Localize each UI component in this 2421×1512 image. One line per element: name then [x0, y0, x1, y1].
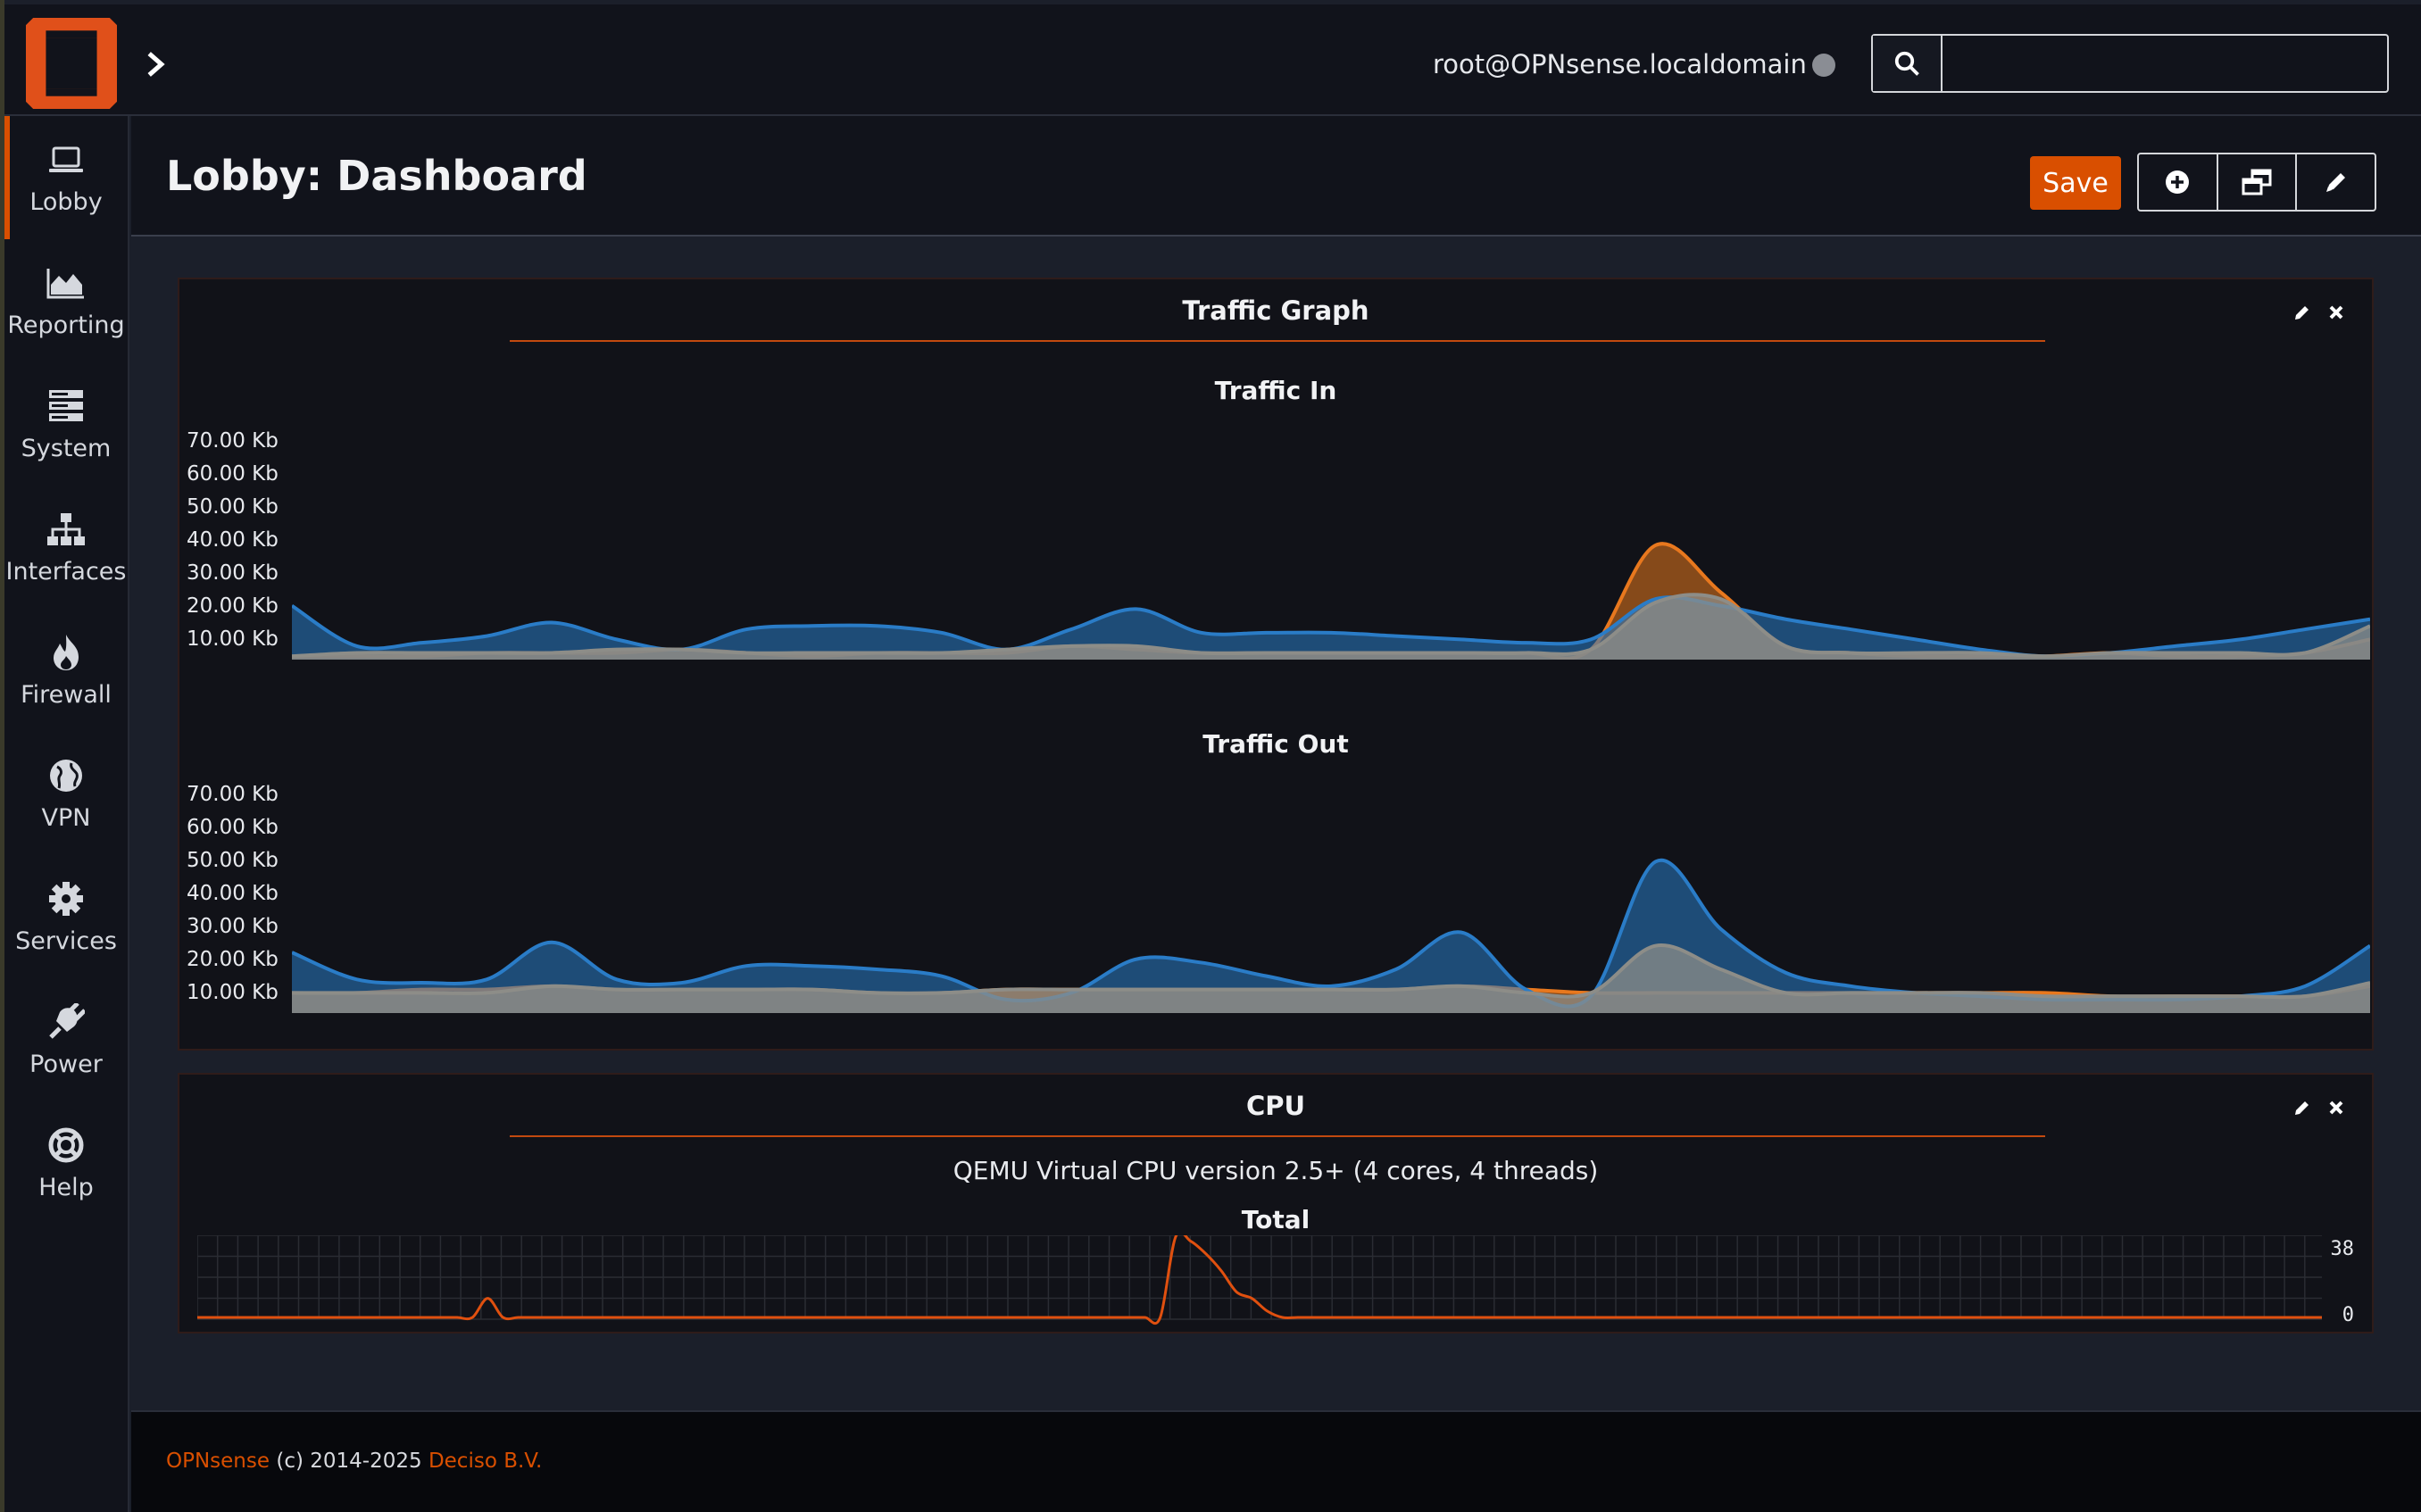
traffic-out-chart [292, 858, 2370, 1013]
sidebar-item-interfaces[interactable]: Interfaces [4, 486, 128, 609]
footer-text: OPNsense (c) 2014-2025 Deciso B.V. [166, 1450, 542, 1473]
sidebar-item-help[interactable]: Help [4, 1101, 128, 1225]
laptop-icon [46, 140, 86, 179]
dashboard-toolbar [2137, 153, 2376, 212]
series-line-2 [292, 593, 2370, 659]
page-title: Lobby: Dashboard [166, 152, 587, 200]
widget-title-rule [510, 340, 2045, 342]
y-tick-label: 50.00 Kb [187, 495, 279, 519]
pencil-icon [2325, 173, 2345, 192]
sitemap-icon [46, 510, 86, 549]
y-tick-label: 20.00 Kb [187, 594, 279, 618]
footer: OPNsense (c) 2014-2025 Deciso B.V. [131, 1410, 2421, 1512]
cpu-widget: CPU QEMU Virtual CPU version 2.5+ (4 cor… [178, 1073, 2374, 1333]
sidebar: Lobby Reporting System Interfaces Firewa… [4, 116, 129, 1512]
sidebar-item-label: Firewall [21, 680, 112, 709]
y-tick-label: 40.00 Kb [187, 528, 279, 552]
footer-brand-link[interactable]: OPNsense [166, 1450, 270, 1473]
save-button[interactable]: Save [2030, 156, 2121, 210]
globe-icon [46, 756, 86, 795]
pencil-icon [2295, 1101, 2309, 1115]
gear-icon [46, 879, 86, 918]
cpu-total-label: Total [1241, 1205, 1310, 1234]
close-icon [2329, 1101, 2343, 1115]
plus-circle-icon [2166, 170, 2190, 194]
y-tick-label: 40.00 Kb [187, 882, 279, 905]
cpu-min-label: 0 [2342, 1304, 2354, 1326]
add-widget-button[interactable] [2139, 154, 2218, 210]
restore-layout-button[interactable] [2218, 154, 2298, 210]
search-icon [1894, 51, 1919, 76]
sidebar-item-label: Power [29, 1050, 103, 1078]
widget-title: CPU [1245, 1091, 1306, 1121]
y-tick-label: 30.00 Kb [187, 915, 279, 938]
sidebar-item-services[interactable]: Services [4, 855, 128, 978]
chevron-right-icon[interactable] [140, 49, 171, 79]
fire-icon [46, 633, 86, 672]
y-tick-label: 70.00 Kb [187, 783, 279, 806]
traffic-in-chart [292, 542, 2370, 660]
y-tick-label: 10.00 Kb [187, 627, 279, 651]
traffic-out-title: Traffic Out [1202, 729, 1349, 759]
server-icon [46, 386, 86, 426]
series-area-1 [292, 860, 2370, 1013]
cpu-series-line [197, 1235, 2322, 1325]
search-button[interactable] [1873, 36, 1943, 91]
close-icon [2329, 305, 2343, 320]
traffic-graph-widget: Traffic Graph Traffic In 70.00 Kb 60.00 … [178, 278, 2374, 1051]
sidebar-item-reporting[interactable]: Reporting [4, 239, 128, 362]
y-tick-label: 30.00 Kb [187, 561, 279, 585]
plug-icon [46, 1002, 86, 1042]
sidebar-item-label: Help [38, 1173, 94, 1201]
sidebar-item-label: Interfaces [5, 557, 127, 586]
area-chart-icon [46, 263, 86, 303]
user-label: root@OPNsense.localdomain [1433, 49, 1807, 79]
y-tick-label: 70.00 Kb [187, 429, 279, 453]
widget-edit-button[interactable] [2292, 302, 2313, 323]
search-box [1871, 34, 2389, 93]
y-tick-label: 20.00 Kb [187, 948, 279, 971]
opnsense-logo[interactable] [26, 18, 117, 109]
life-ring-icon [46, 1126, 86, 1165]
pencil-icon [2295, 306, 2309, 320]
sidebar-item-label: Services [15, 926, 117, 955]
cpu-total-chart: 38 0 [197, 1235, 2355, 1326]
widget-title: Traffic Graph [1182, 295, 1369, 326]
series-area-1 [292, 597, 2370, 660]
status-dot [1812, 54, 1835, 77]
window-restore-icon [2242, 169, 2272, 195]
y-tick-label: 50.00 Kb [187, 849, 279, 872]
top-navbar: root@OPNsense.localdomain [4, 4, 2421, 116]
cpu-max-label: 38 [2331, 1238, 2355, 1260]
footer-copyright: (c) 2014-2025 [276, 1450, 422, 1473]
y-tick-label: 60.00 Kb [187, 816, 279, 839]
window-frame [0, 0, 4, 1512]
search-input[interactable] [1944, 36, 2385, 91]
footer-company-link[interactable]: Deciso B.V. [428, 1450, 543, 1473]
widget-close-button[interactable] [2325, 302, 2347, 323]
y-tick-label: 10.00 Kb [187, 981, 279, 1004]
edit-dashboard-button[interactable] [2297, 154, 2375, 210]
sidebar-item-power[interactable]: Power [4, 978, 128, 1101]
cpu-model-text: QEMU Virtual CPU version 2.5+ (4 cores, … [953, 1156, 1599, 1185]
y-tick-label: 60.00 Kb [187, 462, 279, 486]
page-header: Lobby: Dashboard Save [131, 116, 2421, 237]
sidebar-item-label: Lobby [29, 187, 103, 216]
series-line-2 [292, 943, 2370, 1000]
sidebar-item-lobby[interactable]: Lobby [4, 116, 128, 239]
sidebar-item-system[interactable]: System [4, 362, 128, 486]
traffic-in-title: Traffic In [1214, 376, 1337, 405]
series-area-2 [292, 944, 2370, 1013]
sidebar-item-label: VPN [41, 803, 91, 832]
sidebar-item-label: Reporting [7, 311, 125, 339]
widget-edit-button[interactable] [2292, 1097, 2313, 1118]
widget-title-rule [510, 1135, 2045, 1137]
widget-close-button[interactable] [2325, 1097, 2347, 1118]
sidebar-item-vpn[interactable]: VPN [4, 732, 128, 855]
sidebar-item-label: System [21, 434, 112, 462]
sidebar-item-firewall[interactable]: Firewall [4, 609, 128, 732]
